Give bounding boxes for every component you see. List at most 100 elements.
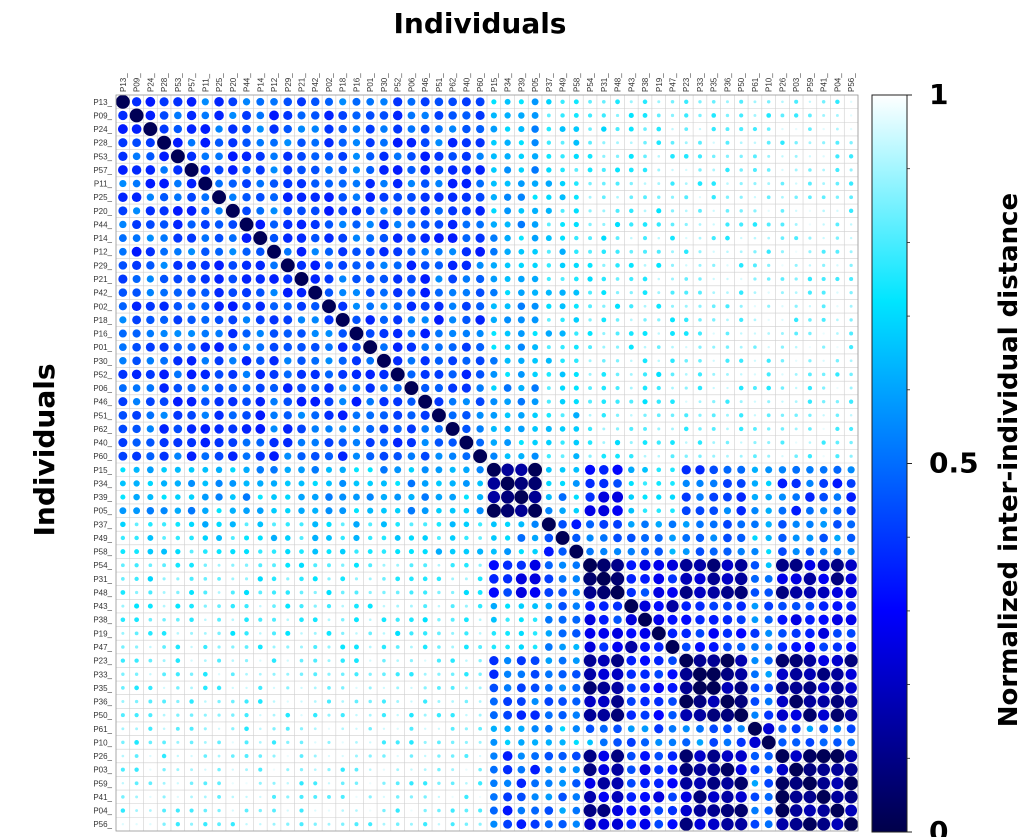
matrix-cell [475, 233, 485, 243]
matrix-cell [694, 818, 706, 830]
matrix-cell [214, 287, 224, 298]
matrix-cell [694, 586, 706, 599]
matrix-cell [363, 340, 378, 355]
matrix-cell [341, 741, 344, 744]
matrix-cell [299, 576, 304, 582]
matrix-cell [808, 209, 812, 213]
matrix-cell [314, 809, 317, 812]
matrix-cell [396, 659, 400, 662]
matrix-cell [559, 126, 566, 133]
matrix-cell [602, 154, 606, 158]
matrix-cell [725, 413, 729, 417]
matrix-cell [461, 192, 472, 202]
matrix-cell [132, 234, 141, 242]
matrix-cell [656, 413, 661, 418]
matrix-cell [148, 713, 153, 718]
matrix-cell [297, 111, 306, 120]
matrix-cell [737, 547, 745, 556]
matrix-cell [573, 466, 580, 473]
matrix-cell [148, 726, 153, 731]
matrix-cell [847, 520, 856, 529]
matrix-cell [258, 632, 262, 635]
matrix-cell [490, 616, 497, 623]
matrix-cell [789, 762, 804, 777]
matrix-cell [201, 357, 210, 365]
matrix-cell [159, 397, 169, 407]
matrix-cell [601, 249, 607, 255]
matrix-cell [711, 154, 716, 159]
matrix-cell [722, 478, 732, 488]
matrix-cell [528, 503, 543, 518]
matrix-cell [666, 559, 679, 571]
matrix-cell [750, 560, 760, 570]
matrix-cell [641, 520, 649, 529]
matrix-cell [500, 476, 515, 491]
matrix-cell [517, 670, 526, 679]
matrix-cell [597, 777, 610, 790]
matrix-cell [245, 782, 248, 785]
matrix-cell [698, 196, 702, 199]
matrix-cell [355, 795, 358, 799]
matrix-cell [132, 397, 141, 406]
matrix-cell [615, 181, 620, 186]
matrix-cell [270, 288, 278, 297]
matrix-cell [270, 138, 278, 147]
matrix-cell [354, 767, 359, 772]
x-tick-label: P02_ [325, 73, 334, 92]
matrix-cell [775, 749, 790, 763]
matrix-cell [176, 740, 180, 744]
x-tick-label: P47_ [669, 73, 678, 92]
matrix-cell [708, 614, 719, 625]
matrix-cell [382, 686, 386, 690]
matrix-cell [656, 262, 662, 268]
matrix-cell [380, 343, 388, 352]
matrix-cell [803, 708, 817, 722]
matrix-cell [765, 521, 772, 528]
matrix-cell [217, 673, 221, 676]
matrix-cell [531, 384, 539, 392]
matrix-cell [721, 559, 734, 571]
matrix-cell [629, 249, 634, 254]
matrix-cell [173, 410, 183, 420]
matrix-cell [671, 127, 674, 131]
matrix-cell [327, 672, 331, 676]
matrix-cell [464, 604, 468, 608]
x-tick-label: P46_ [421, 73, 430, 92]
matrix-cell [707, 763, 721, 776]
matrix-cell [545, 466, 552, 473]
matrix-cell [491, 385, 497, 391]
matrix-cell [204, 700, 207, 703]
matrix-cell [352, 220, 361, 229]
matrix-cell [775, 558, 789, 572]
matrix-cell [629, 141, 633, 145]
matrix-cell [726, 250, 729, 254]
matrix-cell [849, 345, 854, 350]
matrix-cell [848, 399, 854, 404]
matrix-cell [643, 249, 648, 254]
matrix-cell [588, 236, 593, 241]
matrix-cell [489, 683, 499, 693]
matrix-cell [830, 803, 845, 818]
matrix-cell [435, 275, 443, 283]
matrix-cell [630, 236, 633, 240]
matrix-cell [420, 410, 430, 420]
matrix-cell [475, 356, 485, 366]
matrix-cell [202, 466, 209, 473]
matrix-cell [396, 604, 400, 608]
matrix-cell [836, 291, 839, 294]
matrix-cell [487, 477, 501, 490]
matrix-cell [379, 411, 389, 420]
matrix-cell [585, 478, 595, 489]
matrix-cell [739, 345, 743, 349]
matrix-cell [228, 411, 237, 420]
matrix-cell [546, 317, 551, 322]
x-tick-label: P26_ [778, 73, 787, 92]
matrix-cell [767, 209, 770, 213]
matrix-cell [684, 304, 688, 308]
matrix-cell [822, 332, 825, 335]
matrix-cell [818, 614, 829, 625]
matrix-cell [231, 618, 235, 622]
matrix-cell [175, 562, 181, 568]
matrix-cell [584, 464, 596, 475]
